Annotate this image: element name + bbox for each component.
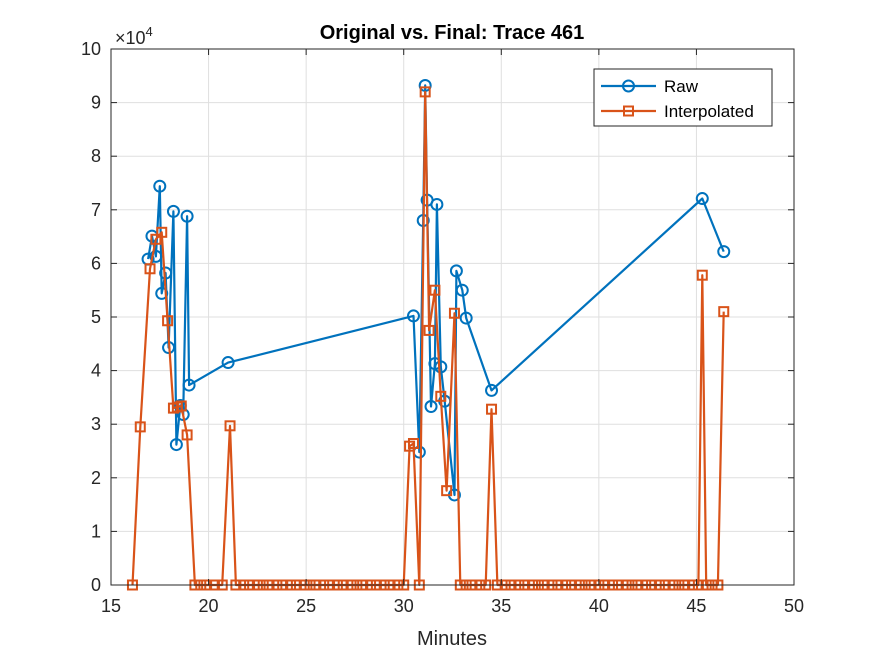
y-tick-label: 5 [91,307,101,327]
x-tick-label: 25 [296,596,316,616]
data-point-interpolated-8 [175,400,187,412]
data-point-raw-4 [155,286,169,300]
series-raw [141,78,731,502]
legend: Raw Interpolated [593,68,773,127]
legend-item-interpolated: Interpolated [601,102,754,121]
data-point-interpolated-legend [623,105,634,117]
series-line-raw [147,84,725,497]
data-point-interpolated-3 [150,233,162,245]
legend-label: Interpolated [664,102,754,121]
data-point-interpolated-50 [448,307,460,319]
data-point-interpolated-5 [162,315,174,327]
data-point-raw-21 [430,197,444,211]
legend-item-raw: Raw [601,77,699,96]
data-point-interpolated-49 [441,485,453,497]
data-point-raw-30 [717,245,731,259]
data-point-raw-2 [149,249,163,263]
data-point-interpolated-56 [486,403,498,415]
chart-title: Original vs. Final: Trace 461 [320,22,585,44]
data-point-interpolated-2 [144,263,156,275]
x-tick-label: 40 [589,596,609,616]
x-axis: 15 20 25 30 35 40 45 50 [101,49,804,616]
x-tick-label: 50 [784,596,804,616]
data-point-raw-19 [424,400,438,414]
x-tick-label: 35 [491,596,511,616]
data-point-interpolated-15 [224,420,236,432]
x-tick-label: 15 [101,596,121,616]
data-point-interpolated-45 [419,86,431,98]
y-tick-label: 3 [91,414,101,434]
y-tick-label: 4 [91,361,101,381]
y-exponent-label: ×104 [115,24,153,48]
data-point-raw-8 [169,438,183,452]
data-point-raw-25 [449,264,463,278]
data-point-interpolated-47 [429,284,441,296]
x-tick-label: 30 [394,596,414,616]
data-point-interpolated-4 [156,226,168,238]
data-point-raw-legend [622,79,635,93]
y-tick-label: 0 [91,575,101,595]
data-point-raw-11 [180,209,194,223]
data-point-interpolated-92 [718,306,730,318]
y-tick-label: 7 [91,200,101,220]
data-point-raw-27 [459,311,473,325]
data-point-raw-12 [182,378,196,392]
data-point-raw-7 [166,204,180,218]
data-point-raw-13 [221,356,235,370]
data-point-raw-3 [153,179,167,193]
data-point-raw-29 [695,192,709,206]
y-tick-label: 10 [81,39,101,59]
data-point-interpolated-88 [696,269,708,281]
data-point-interpolated-43 [407,437,419,449]
data-point-raw-22 [434,360,448,374]
y-tick-label: 6 [91,253,101,273]
y-tick-label: 2 [91,468,101,488]
data-point-interpolated-1 [134,421,146,433]
y-tick-label: 9 [91,93,101,113]
y-tick-label: 1 [91,521,101,541]
data-point-interpolated-9 [181,429,193,441]
y-tick-label: 8 [91,146,101,166]
x-tick-label: 20 [199,596,219,616]
data-point-raw-14 [406,309,420,323]
legend-label: Raw [664,77,699,96]
x-axis-title: Minutes [417,628,487,650]
data-point-interpolated-48 [435,390,447,402]
data-point-raw-28 [485,383,499,397]
data-point-interpolated-46 [423,324,435,336]
y-axis: 0 1 2 3 4 5 6 7 8 9 10 [81,39,794,595]
data-point-raw-26 [455,283,469,297]
x-tick-label: 45 [686,596,706,616]
